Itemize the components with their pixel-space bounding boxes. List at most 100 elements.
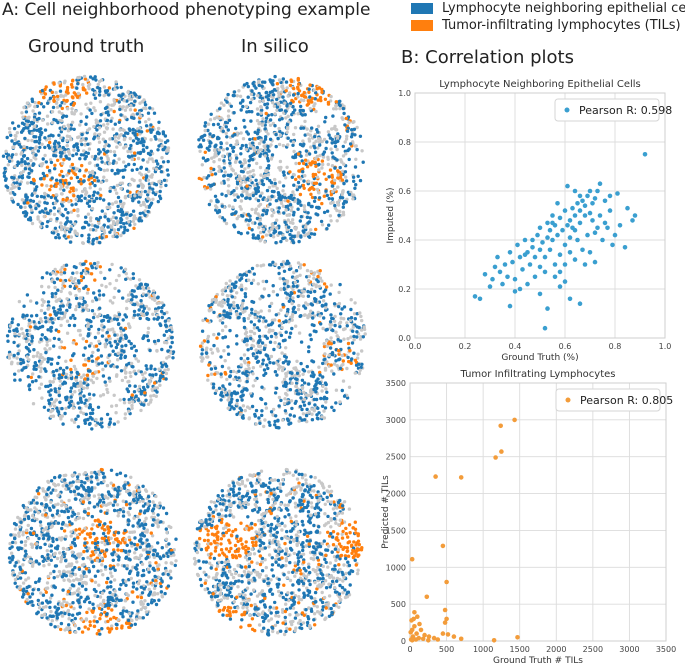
epithelial-plot-point bbox=[630, 218, 635, 223]
tils-plot-point bbox=[445, 632, 451, 637]
tissue-core-insilico-1 bbox=[197, 74, 365, 245]
epithelial-plot-ytick-label: 0.0 bbox=[398, 334, 411, 343]
tils-plot-xtick-label: 0 bbox=[407, 645, 412, 654]
tils-plot-point bbox=[442, 620, 448, 625]
epithelial-plot-point bbox=[527, 262, 533, 267]
epithelial-plot-point bbox=[522, 237, 528, 243]
epithelial-plot-point bbox=[555, 201, 560, 206]
tils-plot-point bbox=[440, 631, 446, 636]
epithelial-plot-point bbox=[625, 205, 630, 211]
epithelial-plot-point bbox=[567, 235, 573, 240]
epithelial-plot-point bbox=[562, 279, 568, 284]
epithelial-plot-point bbox=[497, 269, 503, 275]
epithelial-plot-point bbox=[517, 254, 523, 260]
epithelial-plot-point bbox=[487, 284, 493, 289]
epithelial-plot-point bbox=[577, 193, 583, 199]
epithelial-plot-point bbox=[537, 225, 543, 231]
epithelial-plot-point bbox=[477, 296, 483, 302]
epithelial-plot-point bbox=[495, 254, 500, 260]
epithelial-plot-point bbox=[642, 152, 648, 157]
legend-swatch-orange bbox=[411, 20, 433, 31]
epithelial-plot-point bbox=[587, 210, 593, 216]
epithelial-plot-axes-frame bbox=[414, 92, 666, 339]
epithelial-plot-point bbox=[602, 220, 608, 226]
tils-plot-xtick-label: 500 bbox=[439, 645, 454, 654]
epithelial-plot-point bbox=[532, 274, 538, 280]
epithelial-plot-point bbox=[562, 262, 568, 267]
epithelial-plot-point bbox=[567, 218, 573, 223]
tils-plot-point bbox=[458, 636, 464, 642]
epithelial-plot-point bbox=[505, 274, 510, 280]
tils-plot-point bbox=[433, 474, 438, 479]
tissue-cores bbox=[1, 74, 367, 637]
epithelial-plot-point bbox=[632, 213, 638, 218]
tils-plot-point bbox=[512, 417, 517, 423]
tils-plot-point bbox=[458, 475, 464, 480]
scatter-plot-epithelial: 0.0 0.2 0.4 0.6 0.8 1.0 0.0 0.2 0.4 0.6 0.8 1.0 Lymp… bbox=[386, 79, 672, 363]
epithelial-plot-legend-marker bbox=[564, 107, 570, 113]
tils-plot-point bbox=[493, 455, 498, 460]
epithelial-plot-point bbox=[512, 289, 518, 294]
tils-plot-point bbox=[498, 423, 504, 429]
tils-plot-point bbox=[491, 638, 497, 643]
epithelial-plot-point bbox=[542, 325, 548, 331]
epithelial-plot-point bbox=[490, 276, 495, 282]
epithelial-plot-point bbox=[607, 193, 613, 199]
epithelial-plot-point bbox=[582, 203, 588, 208]
epithelial-plot-point bbox=[580, 198, 585, 204]
tils-plot-point bbox=[442, 607, 448, 613]
epithelial-plot-xtick-label: 0.6 bbox=[559, 342, 572, 351]
legend-entry-epithelial: Lymphocyte neighboring epithelial cells bbox=[411, 0, 685, 17]
epithelial-plot-point bbox=[577, 220, 583, 226]
epithelial-plot-point bbox=[580, 247, 585, 253]
tils-plot-ytick-label: 3500 bbox=[386, 379, 406, 388]
epithelial-plot-point bbox=[592, 259, 598, 265]
epithelial-plot-point bbox=[607, 208, 613, 213]
epithelial-plot-point bbox=[587, 188, 593, 194]
tissue-core-insilico-3 bbox=[192, 467, 364, 637]
epithelial-plot-point bbox=[552, 274, 558, 280]
epithelial-plot-point bbox=[612, 232, 618, 238]
epithelial-plot-point bbox=[575, 237, 580, 243]
epithelial-plot-point bbox=[502, 262, 508, 267]
epithelial-plot-point bbox=[557, 269, 563, 275]
epithelial-plot-point bbox=[530, 237, 535, 243]
tils-plot-point bbox=[420, 636, 426, 642]
tils-plot-legend-marker bbox=[565, 397, 571, 403]
epithelial-plot-point bbox=[535, 232, 540, 238]
tils-plot-point bbox=[412, 610, 417, 615]
epithelial-plot-point bbox=[562, 242, 568, 248]
tils-plot-point bbox=[444, 616, 449, 622]
tils-plot-point bbox=[409, 618, 414, 623]
epithelial-plot-point bbox=[540, 240, 545, 245]
epithelial-plot-point bbox=[590, 201, 595, 206]
tils-plot-ytick-label: 0 bbox=[401, 637, 406, 646]
epithelial-plot-ytick-label: 0.2 bbox=[398, 285, 411, 294]
epithelial-plot-point bbox=[557, 284, 563, 289]
legend-label-epithelial: Lymphocyte neighboring epithelial cells bbox=[442, 1, 685, 16]
epithelial-plot-point bbox=[615, 191, 620, 196]
epithelial-plot-point bbox=[557, 252, 563, 257]
tils-plot-point bbox=[417, 621, 422, 627]
tils-plot-xtick-label: 1500 bbox=[510, 645, 530, 654]
legend-label-tils: Tumor-infiltrating lymphocytes (TILs) bbox=[442, 18, 681, 33]
tils-plot-point bbox=[418, 627, 424, 633]
epithelial-plot-point bbox=[597, 181, 603, 186]
epithelial-plot-point bbox=[570, 205, 575, 211]
epithelial-plot-point bbox=[557, 215, 563, 221]
tils-plot-point bbox=[435, 637, 441, 642]
epithelial-plot-point bbox=[517, 286, 523, 292]
tils-plot-xtick-label: 2000 bbox=[546, 645, 566, 654]
epithelial-plot-xtick-label: 0.2 bbox=[459, 342, 472, 351]
tils-plot-point bbox=[499, 449, 504, 454]
tils-plot-point bbox=[413, 637, 419, 642]
epithelial-plot-point bbox=[525, 281, 530, 287]
epithelial-plot-legend-box bbox=[554, 98, 660, 122]
epithelial-plot-point bbox=[550, 237, 555, 243]
epithelial-plot-xlabel: Ground Truth (%) bbox=[501, 353, 578, 363]
tils-plot-point bbox=[412, 624, 417, 629]
epithelial-plot-point bbox=[565, 223, 570, 228]
epithelial-plot-point bbox=[570, 225, 575, 231]
tils-plot-legend-label: Pearson R: 0.805 bbox=[580, 394, 673, 407]
epithelial-plot-point bbox=[560, 227, 565, 233]
